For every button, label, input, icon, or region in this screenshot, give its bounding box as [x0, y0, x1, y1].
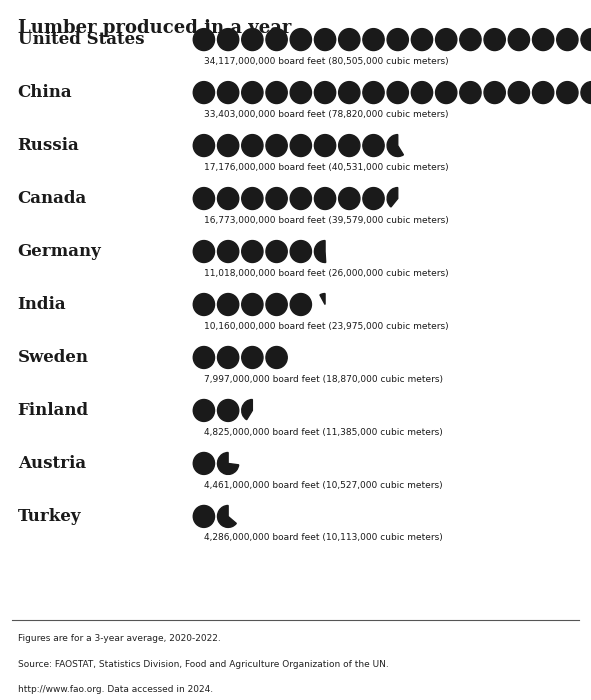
Text: 16,773,000,000 board feet (39,579,000 cubic meters): 16,773,000,000 board feet (39,579,000 cu…	[204, 216, 449, 225]
Circle shape	[460, 82, 481, 104]
Circle shape	[266, 29, 287, 50]
Circle shape	[290, 29, 311, 50]
Circle shape	[557, 29, 578, 50]
Circle shape	[411, 29, 433, 50]
Circle shape	[193, 82, 215, 104]
Text: http://www.fao.org. Data accessed in 2024.: http://www.fao.org. Data accessed in 202…	[18, 685, 213, 694]
Circle shape	[290, 134, 311, 157]
Text: 10,160,000,000 board feet (23,975,000 cubic meters): 10,160,000,000 board feet (23,975,000 cu…	[204, 321, 449, 330]
Circle shape	[193, 241, 215, 262]
Circle shape	[217, 400, 239, 421]
Text: 17,176,000,000 board feet (40,531,000 cubic meters): 17,176,000,000 board feet (40,531,000 cu…	[204, 162, 449, 172]
Circle shape	[193, 400, 215, 421]
Wedge shape	[320, 293, 325, 304]
Wedge shape	[387, 188, 398, 207]
Text: 4,461,000,000 board feet (10,527,000 cubic meters): 4,461,000,000 board feet (10,527,000 cub…	[204, 480, 443, 489]
Text: Russia: Russia	[18, 137, 79, 154]
Wedge shape	[266, 346, 287, 368]
Circle shape	[339, 134, 360, 157]
Circle shape	[242, 241, 263, 262]
Circle shape	[242, 293, 263, 316]
Circle shape	[193, 293, 215, 316]
Circle shape	[363, 134, 384, 157]
Circle shape	[363, 188, 384, 209]
Circle shape	[193, 188, 215, 209]
Circle shape	[314, 29, 336, 50]
Text: Austria: Austria	[18, 455, 86, 472]
Circle shape	[532, 29, 554, 50]
Circle shape	[242, 29, 263, 50]
Circle shape	[242, 188, 263, 209]
Circle shape	[242, 134, 263, 157]
Circle shape	[193, 346, 215, 368]
Circle shape	[193, 452, 215, 475]
Circle shape	[363, 29, 384, 50]
Circle shape	[217, 241, 239, 262]
Circle shape	[193, 134, 215, 157]
Text: 11,018,000,000 board feet (26,000,000 cubic meters): 11,018,000,000 board feet (26,000,000 cu…	[204, 269, 449, 278]
Wedge shape	[217, 452, 239, 475]
Text: Lumber produced in a year: Lumber produced in a year	[18, 20, 291, 38]
Circle shape	[193, 505, 215, 527]
Text: 7,997,000,000 board feet (18,870,000 cubic meters): 7,997,000,000 board feet (18,870,000 cub…	[204, 374, 443, 384]
Text: Figures are for a 3-year average, 2020-2022.: Figures are for a 3-year average, 2020-2…	[18, 634, 220, 643]
Circle shape	[217, 293, 239, 316]
Circle shape	[266, 188, 287, 209]
Circle shape	[484, 29, 505, 50]
Text: Finland: Finland	[18, 402, 89, 419]
Circle shape	[436, 82, 457, 104]
Circle shape	[314, 188, 336, 209]
Circle shape	[193, 29, 215, 50]
Circle shape	[436, 29, 457, 50]
Text: 34,117,000,000 board feet (80,505,000 cubic meters): 34,117,000,000 board feet (80,505,000 cu…	[204, 57, 449, 66]
Circle shape	[266, 293, 287, 316]
Text: 4,825,000,000 board feet (11,385,000 cubic meters): 4,825,000,000 board feet (11,385,000 cub…	[204, 428, 443, 437]
Text: Sweden: Sweden	[18, 349, 89, 366]
Circle shape	[217, 346, 239, 368]
Circle shape	[484, 82, 505, 104]
Circle shape	[387, 82, 408, 104]
Text: Canada: Canada	[18, 190, 87, 207]
Text: Source: FAOSTAT, Statistics Division, Food and Agriculture Organization of the U: Source: FAOSTAT, Statistics Division, Fo…	[18, 660, 388, 669]
Circle shape	[242, 346, 263, 368]
Circle shape	[242, 82, 263, 104]
Text: China: China	[18, 84, 72, 101]
Circle shape	[290, 293, 311, 316]
Wedge shape	[387, 134, 404, 157]
Circle shape	[557, 82, 578, 104]
Text: India: India	[18, 296, 66, 313]
Circle shape	[217, 188, 239, 209]
Wedge shape	[242, 400, 252, 420]
Circle shape	[339, 29, 360, 50]
Circle shape	[217, 134, 239, 157]
Circle shape	[217, 82, 239, 104]
Circle shape	[460, 29, 481, 50]
Text: Germany: Germany	[18, 243, 102, 260]
Circle shape	[532, 82, 554, 104]
Wedge shape	[217, 505, 236, 527]
Text: 33,403,000,000 board feet (78,820,000 cubic meters): 33,403,000,000 board feet (78,820,000 cu…	[204, 110, 449, 118]
Circle shape	[266, 82, 287, 104]
Circle shape	[508, 29, 530, 50]
Circle shape	[387, 29, 408, 50]
Circle shape	[581, 29, 591, 50]
Circle shape	[290, 82, 311, 104]
Circle shape	[217, 29, 239, 50]
Circle shape	[411, 82, 433, 104]
Circle shape	[314, 82, 336, 104]
Circle shape	[314, 134, 336, 157]
Circle shape	[363, 82, 384, 104]
Circle shape	[339, 82, 360, 104]
Text: Turkey: Turkey	[18, 508, 81, 525]
Circle shape	[339, 188, 360, 209]
Text: 4,286,000,000 board feet (10,113,000 cubic meters): 4,286,000,000 board feet (10,113,000 cub…	[204, 533, 443, 542]
Circle shape	[290, 188, 311, 209]
Circle shape	[266, 134, 287, 157]
Wedge shape	[314, 241, 326, 262]
Text: United States: United States	[18, 31, 144, 48]
Circle shape	[266, 241, 287, 262]
Wedge shape	[581, 82, 591, 104]
Circle shape	[290, 241, 311, 262]
Circle shape	[508, 82, 530, 104]
